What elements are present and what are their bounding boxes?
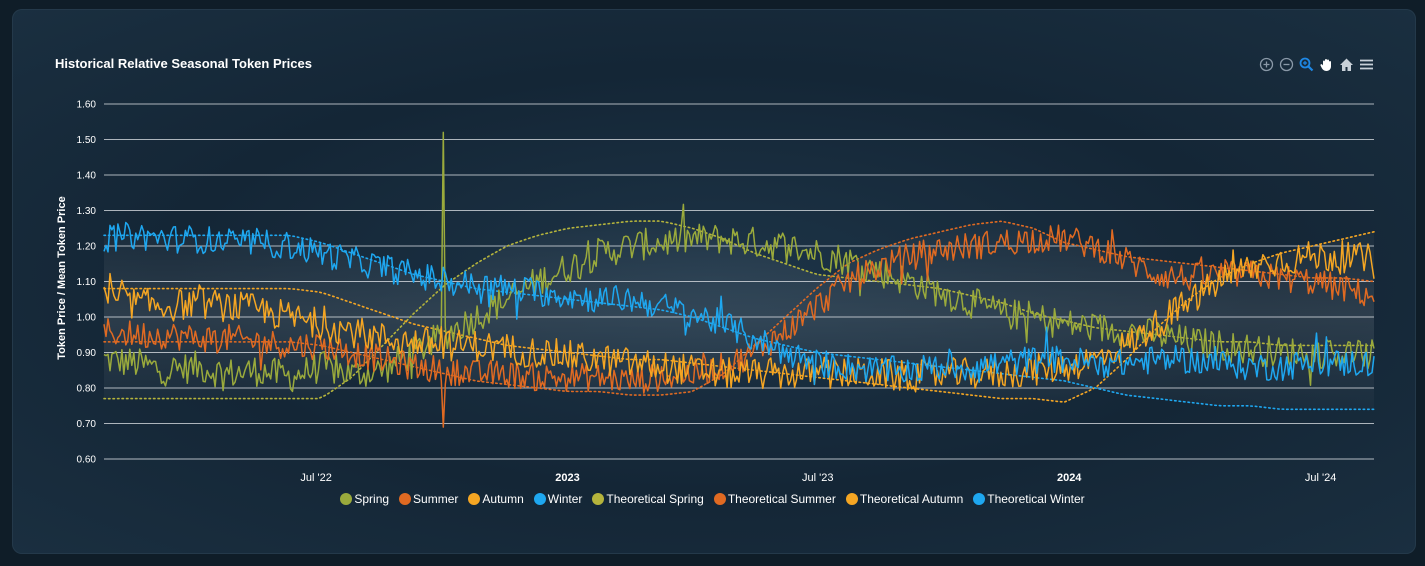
y-tick-label: 0.80 [77,384,97,395]
y-tick-label: 1.30 [77,206,97,217]
menu-icon[interactable] [1358,56,1375,73]
chart-title: Historical Relative Seasonal Token Price… [55,56,312,71]
legend-item-autumn[interactable]: Autumn [468,492,524,506]
y-tick-label: 0.90 [77,348,97,359]
legend-item-spring[interactable]: Spring [340,492,389,506]
legend-marker-icon [973,493,986,505]
legend-label: Theoretical Summer [727,492,836,506]
y-tick-label: 1.40 [77,171,97,182]
legend-marker-icon [845,493,858,505]
series-line-winter[interactable] [103,221,1375,386]
series-line-autumn[interactable] [103,240,1375,393]
pan-icon[interactable] [1318,56,1335,73]
legend-marker-icon [468,493,481,505]
legend-item-theoretical-spring[interactable]: Theoretical Spring [592,492,704,506]
chart-legend: Spring Summer Autumn Winter Theoretical Spri… [0,490,1425,508]
legend-label: Theoretical Spring [606,492,704,506]
x-tick-label: 2024 [1057,472,1082,484]
y-tick-label: 1.20 [77,242,97,253]
legend-label: Theoretical Autumn [859,492,964,506]
legend-label: Winter [547,492,583,506]
legend-item-winter[interactable]: Winter [533,492,583,506]
legend-item-theoretical-winter[interactable]: Theoretical Winter [973,492,1085,506]
x-tick-label: Jul '23 [802,472,833,484]
selection-zoom-icon[interactable] [1298,56,1315,73]
x-axis: Jul '22 2023 Jul '23 2024 Jul '24 [300,472,1336,484]
y-tick-label: 1.60 [77,100,97,111]
legend-item-theoretical-summer[interactable]: Theoretical Summer [713,492,836,506]
home-icon[interactable] [1338,56,1355,73]
legend-label: Spring [354,492,390,506]
y-axis-label: Token Price / Mean Token Price [56,196,68,359]
zoom-in-icon[interactable] [1258,56,1275,73]
y-axis: 1.60 1.50 1.40 1.30 1.20 1.10 1.00 0.90 0.80 0.70… [77,100,97,466]
series-line-spring[interactable] [103,131,1375,393]
y-tick-label: 1.50 [77,135,97,146]
legend-label: Autumn [482,492,524,506]
series-line-theoretical-winter[interactable] [103,234,1375,411]
x-tick-label: 2023 [555,472,579,484]
y-tick-label: 1.00 [77,313,97,324]
legend-marker-icon [592,493,605,505]
x-tick-label: Jul '22 [300,472,331,484]
legend-label: Theoretical Winter [987,492,1085,506]
y-tick-label: 0.70 [77,419,97,430]
chart-toolbar [1258,55,1375,73]
y-tick-label: 0.60 [77,455,97,466]
legend-marker-icon [533,493,546,505]
legend-item-theoretical-autumn[interactable]: Theoretical Autumn [845,492,964,506]
legend-label: Summer [413,492,459,506]
zoom-out-icon[interactable] [1278,56,1295,73]
y-tick-label: 1.10 [77,277,97,288]
series-line-summer[interactable] [103,224,1375,428]
legend-item-summer[interactable]: Summer [399,492,458,506]
x-tick-label: Jul '24 [1305,472,1336,484]
legend-marker-icon [399,493,412,505]
legend-marker-icon [340,493,353,505]
series-group [103,131,1375,428]
legend-marker-icon [713,493,726,505]
